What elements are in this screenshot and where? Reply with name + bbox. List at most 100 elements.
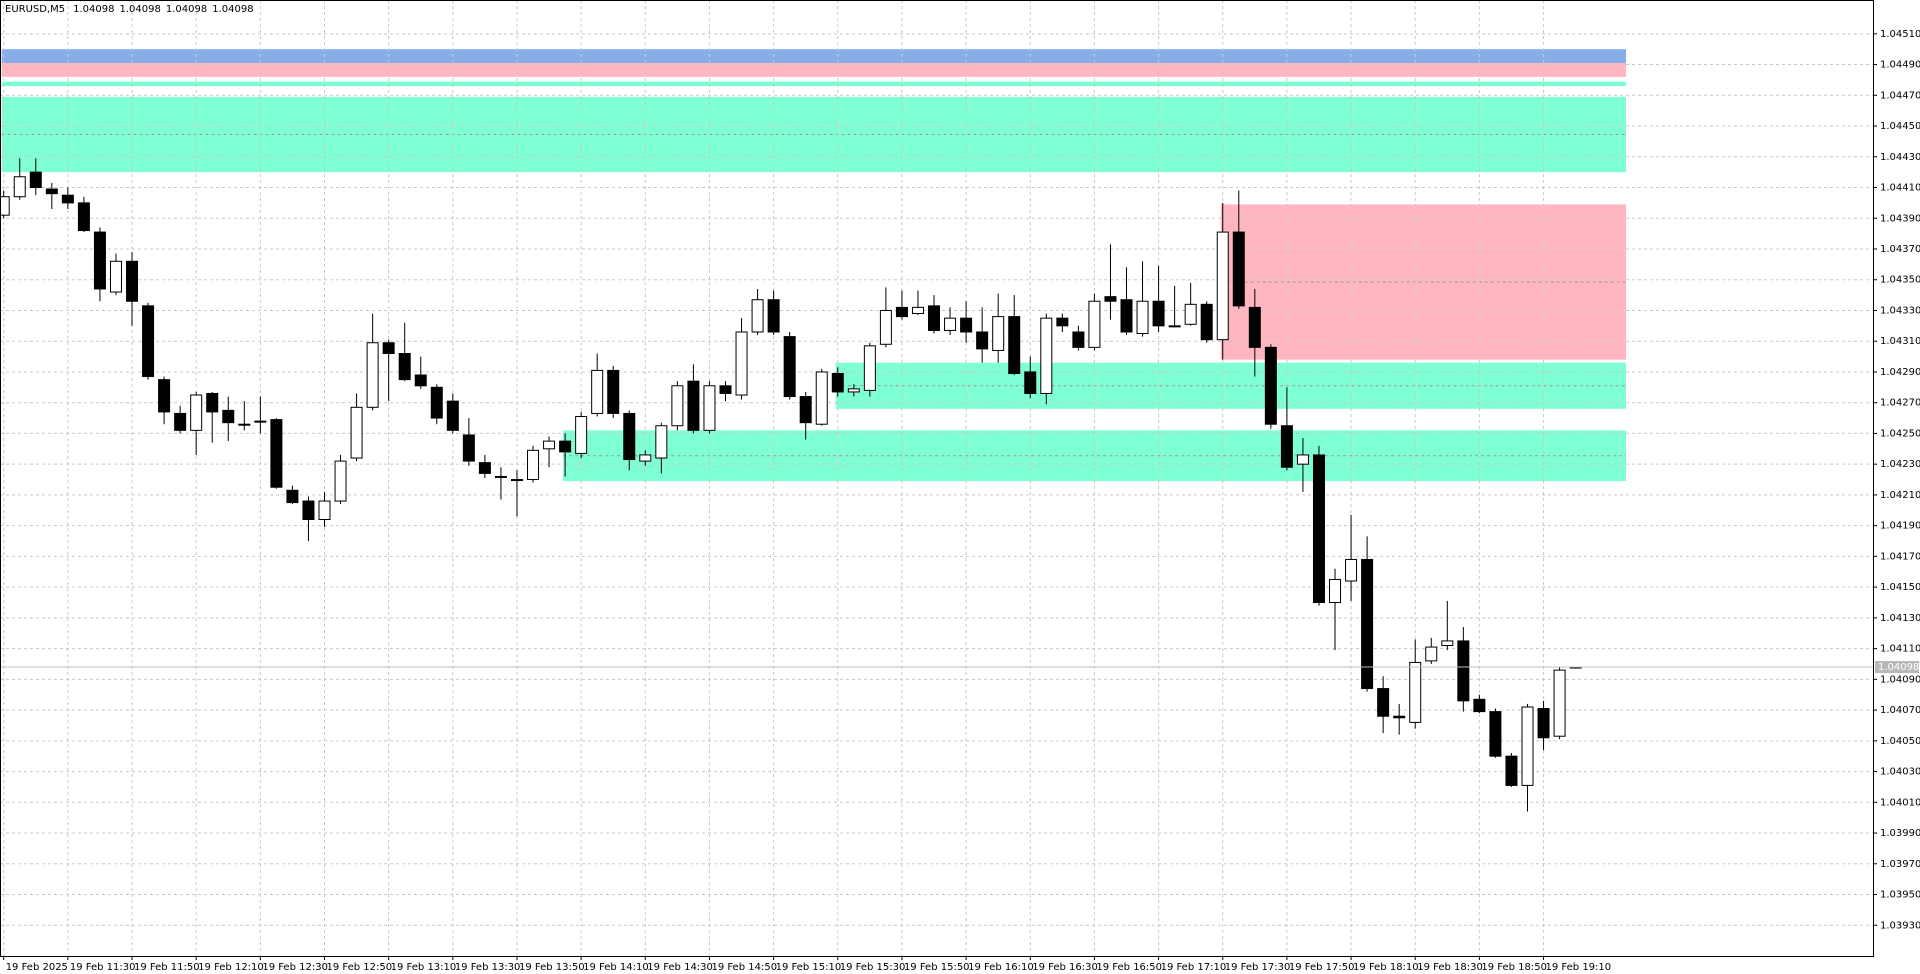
candle-body	[350, 406, 363, 459]
last-price-box	[1875, 661, 1919, 674]
plot-border	[0, 0, 1874, 957]
x-tick-label: 19 Feb 15:50	[904, 962, 970, 973]
x-tick-label: 19 Feb 15:10	[776, 962, 842, 973]
y-tick-label: 1.04010	[1880, 797, 1920, 808]
candle-body	[1152, 300, 1165, 327]
candle-body	[559, 440, 572, 453]
y-tick-label: 1.04390	[1880, 213, 1920, 224]
candle-body	[1361, 558, 1374, 690]
y-tick-label: 1.04310	[1880, 336, 1920, 347]
candle-body	[1200, 303, 1213, 341]
candle-body	[254, 420, 267, 423]
candle-body	[944, 317, 957, 331]
candle-body	[1280, 425, 1293, 468]
x-tick-label: 19 Feb 14:50	[711, 962, 777, 973]
candle-body	[1088, 300, 1101, 348]
y-tick-label: 1.03930	[1880, 920, 1920, 931]
candle-body	[318, 500, 331, 520]
candle-body	[895, 306, 908, 318]
candle-body	[206, 392, 219, 413]
y-tick-label: 1.04290	[1880, 367, 1920, 378]
x-tick-label: 19 Feb 16:10	[968, 962, 1034, 973]
y-tick-label: 1.04190	[1880, 521, 1920, 532]
x-tick-label: 19 Feb 13:10	[391, 962, 457, 973]
candle-body	[1264, 346, 1277, 425]
x-tick-label: 19 Feb 18:10	[1353, 962, 1419, 973]
y-tick-label: 1.04330	[1880, 305, 1920, 316]
candle-body	[510, 479, 523, 482]
x-tick-label: 19 Feb 18:30	[1417, 962, 1483, 973]
price-zone	[1, 49, 1627, 64]
x-tick-label: 19 Feb 13:50	[519, 962, 585, 973]
candle-body	[494, 475, 507, 478]
y-tick-label: 1.03950	[1880, 890, 1920, 901]
candle-body	[29, 171, 42, 189]
candle-body	[1425, 646, 1438, 662]
y-tick-label: 1.04130	[1880, 613, 1920, 624]
candle-body	[238, 423, 251, 426]
y-tick-label: 1.04070	[1880, 705, 1920, 716]
candle-body	[976, 331, 989, 350]
candle-body	[398, 353, 411, 381]
candle-body	[655, 425, 668, 459]
candle-body	[142, 305, 155, 378]
candle-body	[703, 385, 716, 431]
candle-body	[430, 386, 443, 419]
candle-body	[527, 449, 540, 481]
candle-body	[286, 489, 299, 504]
x-tick-label: 19 Feb 12:30	[262, 962, 328, 973]
candle-body	[543, 440, 556, 450]
y-tick-label: 1.03970	[1880, 859, 1920, 870]
x-tick-label: 19 Feb 17:10	[1161, 962, 1227, 973]
candle-body	[671, 385, 684, 427]
candle-body	[61, 194, 74, 204]
y-tick-label: 1.04510	[1880, 29, 1920, 40]
candle-body	[591, 369, 604, 414]
x-tick-label: 19 Feb 18:50	[1481, 962, 1547, 973]
x-tick-label: 19 Feb 14:10	[583, 962, 649, 973]
candle-body	[783, 336, 796, 398]
x-tick-label: 19 Feb 12:10	[198, 962, 264, 973]
y-tick-label: 1.04270	[1880, 398, 1920, 409]
candle-body	[799, 396, 812, 424]
y-tick-label: 1.04250	[1880, 428, 1920, 439]
x-tick-label: 19 Feb 14:30	[647, 962, 713, 973]
price-zone	[563, 430, 1626, 482]
candle-body	[174, 412, 187, 431]
candle-body	[45, 188, 58, 195]
y-tick-label: 1.04430	[1880, 152, 1920, 163]
candle-body	[1120, 299, 1133, 333]
header-high: 1.04098	[119, 4, 160, 15]
candle-body	[1024, 371, 1037, 394]
candle-body	[879, 309, 892, 345]
y-tick-label: 1.04230	[1880, 459, 1920, 470]
x-tick-label: 19 Feb 17:30	[1225, 962, 1291, 973]
price-zone	[835, 362, 1626, 409]
x-tick-label: 19 Feb 13:30	[455, 962, 521, 973]
x-tick-label: 19 Feb 19:10	[1546, 962, 1612, 973]
candle-body	[1521, 706, 1534, 786]
candle-body	[719, 385, 732, 394]
y-tick-label: 1.04410	[1880, 183, 1920, 194]
header-low: 1.04098	[166, 4, 207, 15]
x-tick-label: 19 Feb 12:50	[327, 962, 393, 973]
y-tick-label: 1.04370	[1880, 244, 1920, 255]
candle-body	[1216, 231, 1229, 341]
candle-body	[751, 299, 764, 333]
candle-body	[992, 316, 1005, 351]
candle-body	[478, 462, 491, 474]
price-zone	[1, 63, 1627, 77]
candle-body	[623, 412, 636, 461]
y-tick-label: 1.04350	[1880, 275, 1920, 286]
candle-body	[13, 176, 26, 198]
candle-body	[575, 416, 588, 454]
candle-body	[126, 260, 139, 302]
last-price-label: 1.04098	[1878, 662, 1919, 673]
y-tick-label: 1.04090	[1880, 674, 1920, 685]
price-zone	[1, 81, 1627, 87]
candle-body	[1008, 316, 1021, 374]
y-tick-label: 1.04030	[1880, 767, 1920, 778]
candle-body	[767, 299, 780, 333]
candle-layer	[0, 158, 1582, 812]
